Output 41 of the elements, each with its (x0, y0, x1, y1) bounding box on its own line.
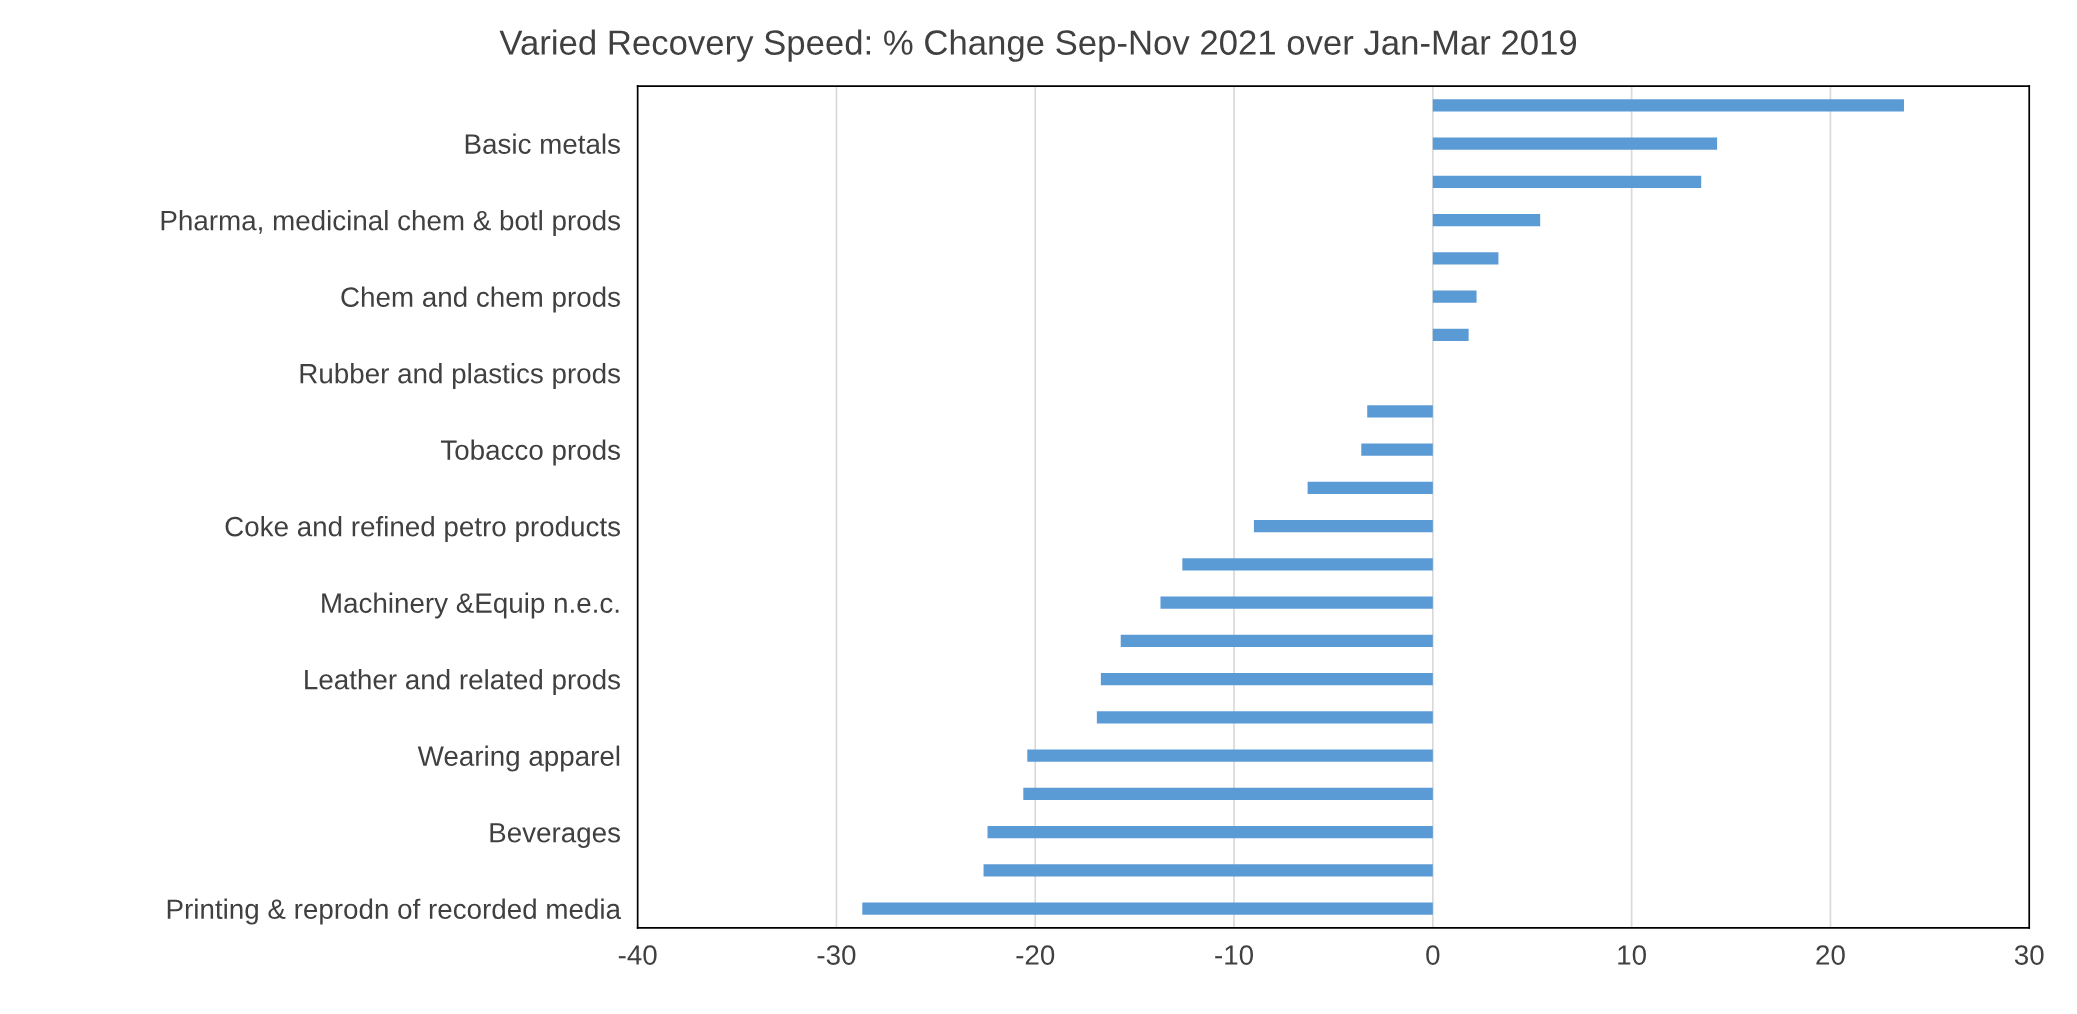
bar (862, 902, 1433, 915)
bar (1432, 328, 1469, 341)
bar (1182, 558, 1433, 571)
chart-title: Varied Recovery Speed: % Change Sep-Nov 2021 over Jan-Mar 2019 (499, 29, 1577, 62)
y-tick-label: Wearing apparel (417, 745, 620, 772)
x-tick-label: 10 (1618, 945, 1646, 965)
x-tick-label: -30 (817, 945, 856, 965)
bar (1432, 290, 1477, 303)
y-tick-label: Rubber and plastics prods (300, 363, 620, 389)
y-tick-label: Chem and chem prods (341, 286, 620, 313)
y-tick-label: Basic metals (465, 133, 620, 154)
bar (1432, 213, 1541, 227)
bar (987, 826, 1433, 839)
bar (1120, 634, 1433, 648)
y-tick-label: Machinery &Equip n.e.c. (322, 592, 619, 619)
bar (1432, 175, 1702, 188)
bar (983, 864, 1433, 877)
y-tick-label: Tobacco prods (440, 439, 620, 466)
bar (1432, 137, 1718, 150)
x-tick-label: -20 (1016, 945, 1055, 965)
bar (1361, 443, 1433, 456)
bar (1160, 596, 1433, 609)
x-tick-label: 20 (1816, 945, 1845, 965)
y-tick-label: Beverages (490, 823, 620, 848)
y-tick-label: Coke and refined petro products (225, 516, 620, 542)
y-tick-label: Pharma, medicinal chem & botl prods (161, 210, 620, 236)
y-tick-label: Printing & reprodn of recorded media (167, 898, 621, 925)
x-tick-label: -40 (618, 945, 657, 965)
y-tick-label: Leather and related prods (305, 669, 620, 695)
bar (1367, 405, 1433, 418)
x-tick-label: 0 (1426, 945, 1440, 965)
x-tick-label: -10 (1215, 945, 1254, 965)
bar (1096, 711, 1433, 724)
bar (1432, 252, 1499, 265)
bar (1253, 520, 1433, 533)
bar (1307, 481, 1433, 494)
bar (1027, 749, 1433, 762)
bar (1023, 787, 1433, 801)
bar (1432, 99, 1904, 112)
bar (1100, 673, 1433, 686)
x-tick-label: 30 (2014, 945, 2044, 965)
